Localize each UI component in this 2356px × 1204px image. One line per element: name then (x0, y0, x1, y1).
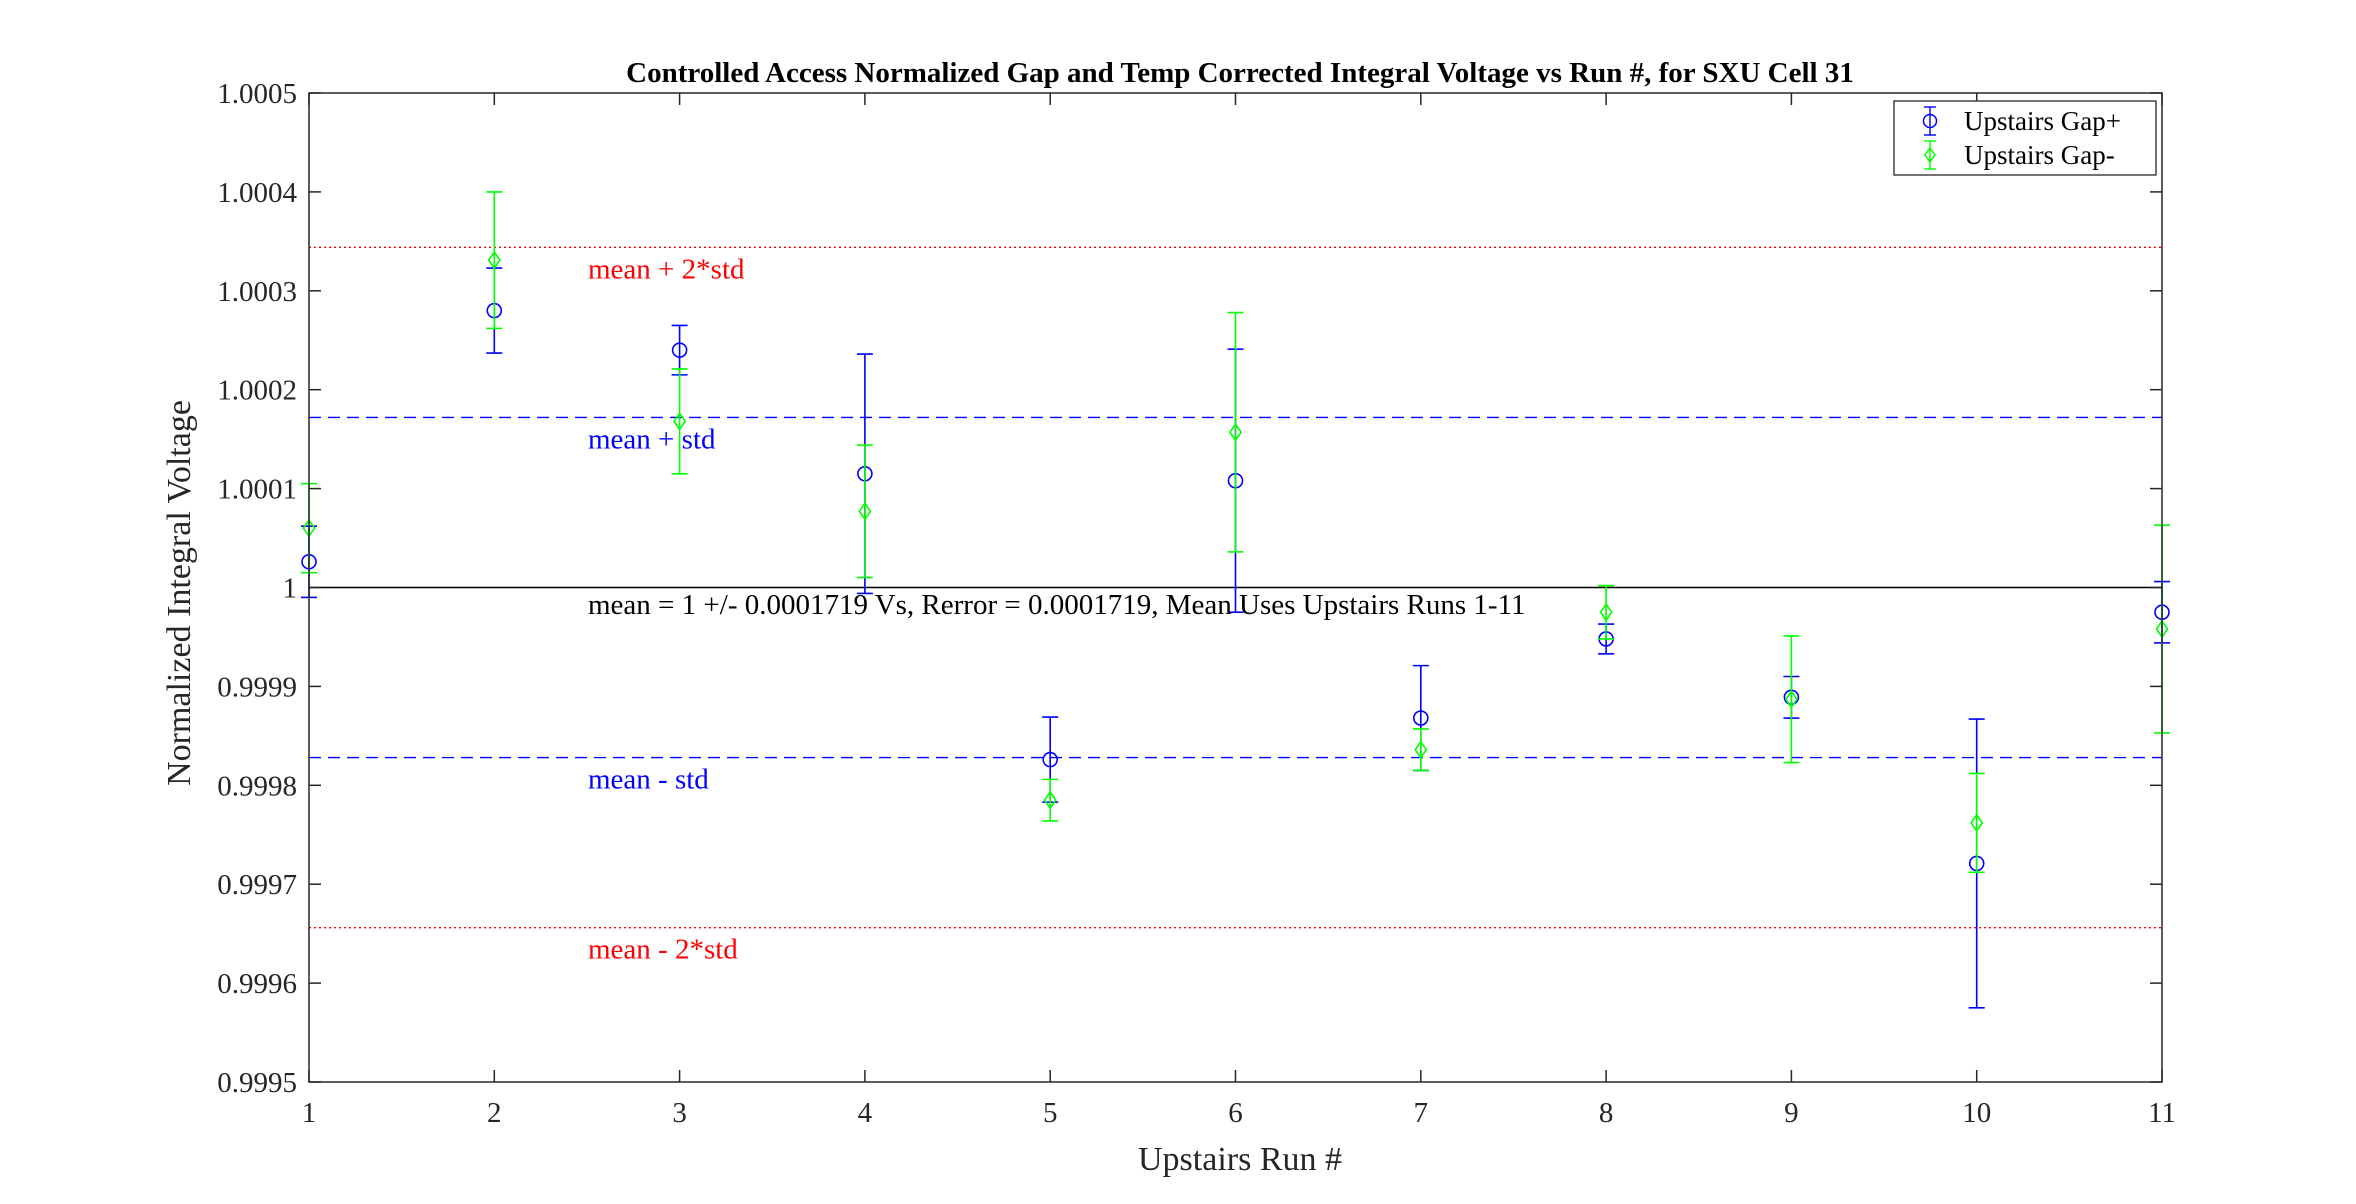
legend: Upstairs Gap+ Upstairs Gap- (1893, 100, 2157, 176)
legend-label: Upstairs Gap+ (1964, 106, 2121, 136)
data-point (1042, 751, 1058, 768)
x-tick-label: 3 (672, 1097, 687, 1129)
y-tick-label: 1.0001 (217, 474, 297, 506)
x-tick-label: 1 (302, 1097, 317, 1129)
x-tick-label: 4 (858, 1097, 873, 1129)
x-tick-label: 9 (1784, 1097, 1799, 1129)
y-axis-label: Normalized Integral Voltage (161, 400, 198, 786)
data-point (1414, 740, 1428, 760)
data-point (487, 250, 501, 270)
y-tick-label: 1 (283, 573, 298, 605)
x-tick-label: 5 (1043, 1097, 1058, 1129)
text-layer: Controlled Access Normalized Gap and Tem… (161, 57, 1854, 1178)
mean-annotation: mean = 1 +/- 0.0001719 Vs, Rerror = 0.00… (588, 589, 1526, 621)
reference-line-label: mean - 2*std (588, 934, 738, 966)
data-point (1970, 813, 1984, 833)
y-tick-label: 1.0002 (217, 375, 297, 407)
data-point (858, 501, 872, 521)
data-point (1413, 710, 1429, 726)
y-tick-label: 0.9995 (217, 1067, 297, 1099)
x-tick-label: 11 (2148, 1097, 2176, 1129)
data-point (1043, 790, 1057, 810)
data-point (671, 342, 688, 358)
chart-title: Controlled Access Normalized Gap and Tem… (626, 57, 1854, 89)
data-point (1599, 602, 1613, 622)
reference-line-label: mean + std (588, 423, 716, 455)
x-tick-label: 8 (1599, 1097, 1614, 1129)
legend-label: Upstairs Gap- (1964, 140, 2115, 170)
legend-box (1893, 100, 2157, 176)
x-tick-label: 7 (1414, 1097, 1429, 1129)
x-tick-label: 2 (487, 1097, 502, 1129)
series-group (301, 191, 2170, 874)
data-point (1228, 422, 1243, 442)
y-tick-label: 0.9998 (217, 770, 297, 802)
y-tick-label: 0.9996 (217, 968, 297, 1000)
reference-line-label: mean + 2*std (588, 253, 745, 285)
y-tick-label: 1.0005 (217, 78, 297, 110)
y-tick-label: 0.9997 (217, 869, 297, 901)
y-tick-label: 0.9999 (217, 671, 297, 703)
x-tick-label: 6 (1228, 1097, 1243, 1129)
x-axis-label: Upstairs Run # (1138, 1141, 1342, 1178)
x-tick-label: 10 (1962, 1097, 1991, 1129)
y-tick-label: 1.0003 (217, 276, 297, 308)
legend-marker (1922, 113, 1938, 129)
y-tick-label: 1.0004 (217, 177, 297, 209)
axes-layer: 1 2 3 4 5 6 7 8 9 10 11 0.9995 0.9996 0.9997 0.9998 0.9… (217, 78, 2176, 1129)
legend-marker (1924, 146, 1936, 164)
data-point (673, 411, 687, 431)
reference-line-label: mean - std (588, 764, 709, 796)
reference-lines-layer: mean + 2*std mean + std mean - std mean - 2… (309, 246, 2162, 966)
data-point (1784, 689, 1798, 709)
